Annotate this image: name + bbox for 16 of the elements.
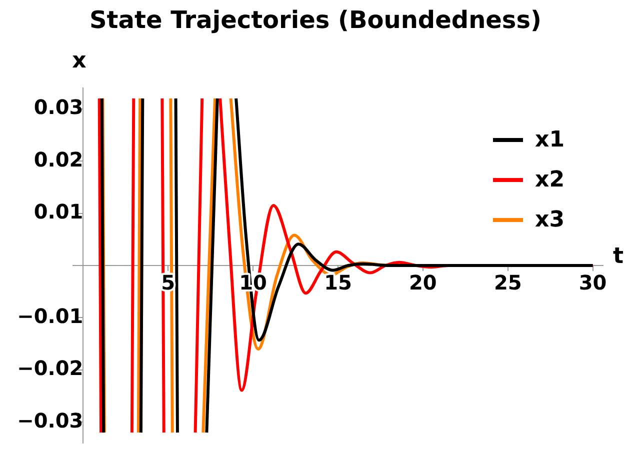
y-tick-label: −0.01 — [17, 304, 84, 328]
y-tick-label: 0.02 — [34, 147, 84, 172]
chart-title: State Trajectories (Boundedness) — [90, 6, 542, 34]
legend-label: x2 — [535, 168, 564, 193]
x-tick-label: 25 — [494, 270, 522, 295]
y-axis-title: x — [72, 48, 86, 74]
x-tick-label: 30 — [578, 270, 607, 295]
y-tick-label: −0.02 — [17, 356, 84, 380]
y-tick-label: −0.03 — [17, 408, 84, 432]
x-tick-label: 20 — [409, 270, 437, 295]
legend-label: x1 — [535, 128, 564, 153]
x-axis-title: t — [613, 244, 624, 270]
y-tick-label: 0.01 — [34, 199, 84, 224]
y-tick-label: 0.03 — [34, 95, 84, 120]
legend-label: x3 — [535, 208, 564, 233]
x-tick-label: 15 — [324, 270, 352, 295]
